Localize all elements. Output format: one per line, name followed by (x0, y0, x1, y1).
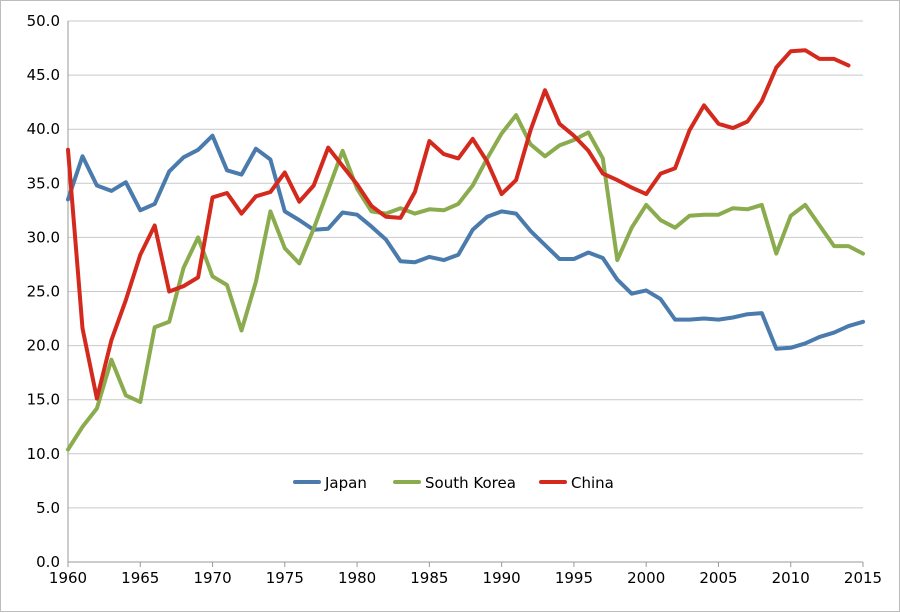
x-tick-label: 2005 (699, 569, 737, 587)
x-tick-label: 1980 (338, 569, 376, 587)
y-tick-label: 5.0 (36, 499, 60, 517)
x-tick-label: 1970 (193, 569, 231, 587)
series-line-south-korea (66, 113, 865, 452)
y-tick-labels: 0.0 5.0 10.0 15.0 20.0 25.0 30.0 35.0 40.0 45.0 50… (27, 12, 60, 571)
y-tick-label: 25.0 (27, 283, 60, 301)
y-tick-label: 20.0 (27, 337, 60, 355)
y-tick-label: 10.0 (27, 445, 60, 463)
series-line-japan (66, 133, 865, 351)
series-lines (66, 48, 865, 452)
y-tick-label: 35.0 (27, 174, 60, 192)
x-tick-label: 1960 (49, 569, 87, 587)
y-tick-label: 15.0 (27, 391, 60, 409)
y-tick-label: 40.0 (27, 120, 60, 138)
y-tick-label: 30.0 (27, 228, 60, 246)
x-tick-label: 2000 (627, 569, 665, 587)
x-tick-label: 2010 (772, 569, 810, 587)
y-tick-label: 50.0 (27, 12, 60, 30)
axes (67, 21, 864, 567)
x-tick-labels: 1960 1965 1970 1975 1980 1985 1990 1995 2000 2005… (49, 569, 882, 587)
y-tick-label: 45.0 (27, 66, 60, 84)
x-tick-label: 1990 (483, 569, 521, 587)
legend-label-south-korea: South Korea (425, 474, 516, 492)
legend-label-china: China (571, 474, 614, 492)
x-tick-label: 2015 (844, 569, 882, 587)
legend: Japan South Korea China (293, 474, 614, 492)
grid-lines (68, 20, 863, 563)
y-tick-label: 0.0 (36, 553, 60, 571)
x-tick-label: 1975 (266, 569, 304, 587)
x-tick-label: 1985 (410, 569, 448, 587)
legend-label-japan: Japan (324, 474, 367, 492)
x-tick-label: 1995 (555, 569, 593, 587)
x-tick-label: 1965 (121, 569, 159, 587)
series-line-china (66, 48, 851, 401)
